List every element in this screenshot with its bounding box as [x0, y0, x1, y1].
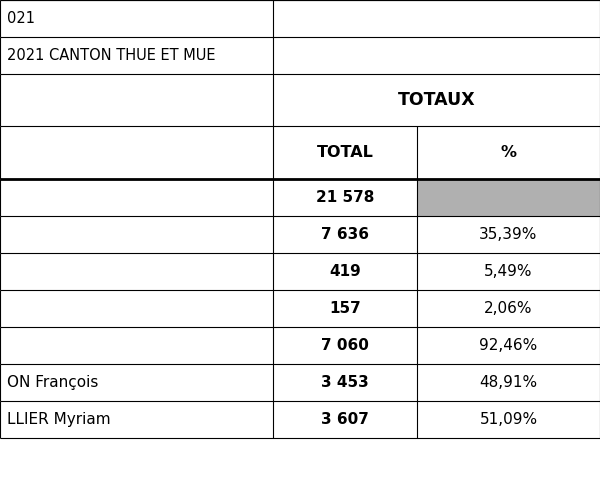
Text: 021: 021 — [7, 11, 35, 26]
Text: 35,39%: 35,39% — [479, 227, 538, 242]
Bar — [0, 290, 273, 327]
Bar — [417, 364, 600, 401]
Text: 3 607: 3 607 — [321, 412, 369, 427]
Bar — [273, 37, 600, 74]
Text: 3 453: 3 453 — [321, 375, 369, 390]
Text: 48,91%: 48,91% — [479, 375, 538, 390]
Bar — [417, 216, 600, 253]
Bar — [0, 37, 273, 74]
Bar — [417, 253, 600, 290]
Text: 7 636: 7 636 — [321, 227, 369, 242]
Text: ON François: ON François — [7, 375, 98, 390]
Text: 7 060: 7 060 — [321, 338, 369, 353]
Text: 92,46%: 92,46% — [479, 338, 538, 353]
Bar — [417, 327, 600, 364]
Bar — [0, 0, 273, 37]
Bar — [273, 290, 417, 327]
Bar — [273, 74, 600, 126]
Bar — [273, 126, 417, 179]
Bar — [0, 216, 273, 253]
Text: TOTAL: TOTAL — [317, 145, 373, 160]
Bar — [273, 327, 417, 364]
Text: 51,09%: 51,09% — [479, 412, 538, 427]
Bar — [417, 179, 600, 216]
Bar — [0, 74, 273, 126]
Bar — [417, 401, 600, 438]
Bar — [417, 126, 600, 179]
Bar — [0, 179, 273, 216]
Text: 2021 CANTON THUE ET MUE: 2021 CANTON THUE ET MUE — [7, 48, 216, 63]
Bar — [273, 216, 417, 253]
Text: 21 578: 21 578 — [316, 190, 374, 205]
Bar — [273, 401, 417, 438]
Text: 2,06%: 2,06% — [484, 301, 533, 316]
Text: TOTAUX: TOTAUX — [398, 91, 475, 109]
Bar — [273, 364, 417, 401]
Bar — [417, 290, 600, 327]
Text: LLIER Myriam: LLIER Myriam — [7, 412, 111, 427]
Text: 5,49%: 5,49% — [484, 264, 533, 279]
Text: 157: 157 — [329, 301, 361, 316]
Bar — [0, 327, 273, 364]
Text: %: % — [500, 145, 517, 160]
Bar — [273, 253, 417, 290]
Bar — [0, 253, 273, 290]
Bar — [0, 364, 273, 401]
Bar — [0, 401, 273, 438]
Text: 419: 419 — [329, 264, 361, 279]
Bar — [0, 126, 273, 179]
Bar — [273, 0, 600, 37]
Bar — [273, 179, 417, 216]
